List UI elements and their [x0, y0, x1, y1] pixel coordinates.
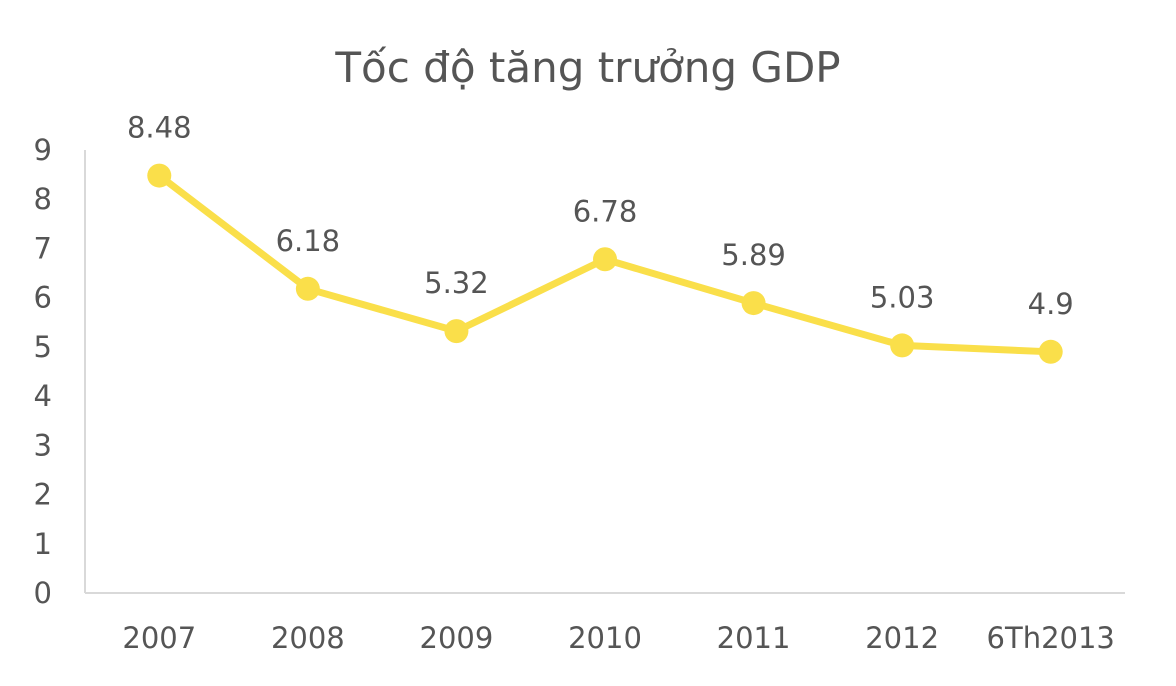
- y-tick-label: 0: [34, 576, 52, 610]
- x-tick-label: 2009: [420, 621, 494, 655]
- y-tick-label: 6: [34, 281, 52, 315]
- data-point: [295, 276, 320, 301]
- data-label: 5.32: [424, 266, 489, 300]
- x-tick-label: 2010: [568, 621, 642, 655]
- data-label: 6.78: [573, 194, 638, 228]
- x-tick-label: 2011: [717, 621, 791, 655]
- x-tick-label: 2012: [865, 621, 939, 655]
- data-point: [890, 333, 915, 358]
- y-tick-label: 7: [34, 231, 52, 265]
- y-tick-label: 2: [34, 478, 52, 512]
- data-point: [444, 319, 469, 344]
- data-labels: 8.48 6.18 5.32 6.78 5.89 5.03 4.9: [127, 111, 1074, 321]
- data-label: 4.9: [1028, 287, 1074, 321]
- x-axis: 2007 2008 2009 2010 2011 2012 6Th2013: [85, 592, 1125, 655]
- x-tick-label: 2008: [271, 621, 345, 655]
- y-axis: 0 1 2 3 4 5 6 7 8 9: [34, 133, 86, 610]
- data-point: [741, 291, 766, 316]
- data-label: 6.18: [276, 224, 341, 258]
- data-label: 5.03: [870, 280, 935, 314]
- data-label: 5.89: [721, 238, 786, 272]
- data-point: [147, 163, 172, 188]
- x-tick-label: 6Th2013: [987, 621, 1115, 655]
- y-tick-label: 5: [34, 330, 52, 364]
- chart-title: Tốc độ tăng trưởng GDP: [334, 43, 840, 92]
- series-gdp-growth: [147, 163, 1063, 364]
- data-label: 8.48: [127, 111, 192, 145]
- data-point: [593, 247, 617, 272]
- y-tick-label: 4: [34, 379, 52, 413]
- y-tick-label: 3: [34, 428, 52, 462]
- data-point: [1038, 339, 1063, 364]
- x-tick-label: 2007: [122, 621, 196, 655]
- y-tick-label: 9: [34, 133, 52, 167]
- y-tick-label: 1: [34, 527, 52, 561]
- y-tick-label: 8: [34, 182, 52, 216]
